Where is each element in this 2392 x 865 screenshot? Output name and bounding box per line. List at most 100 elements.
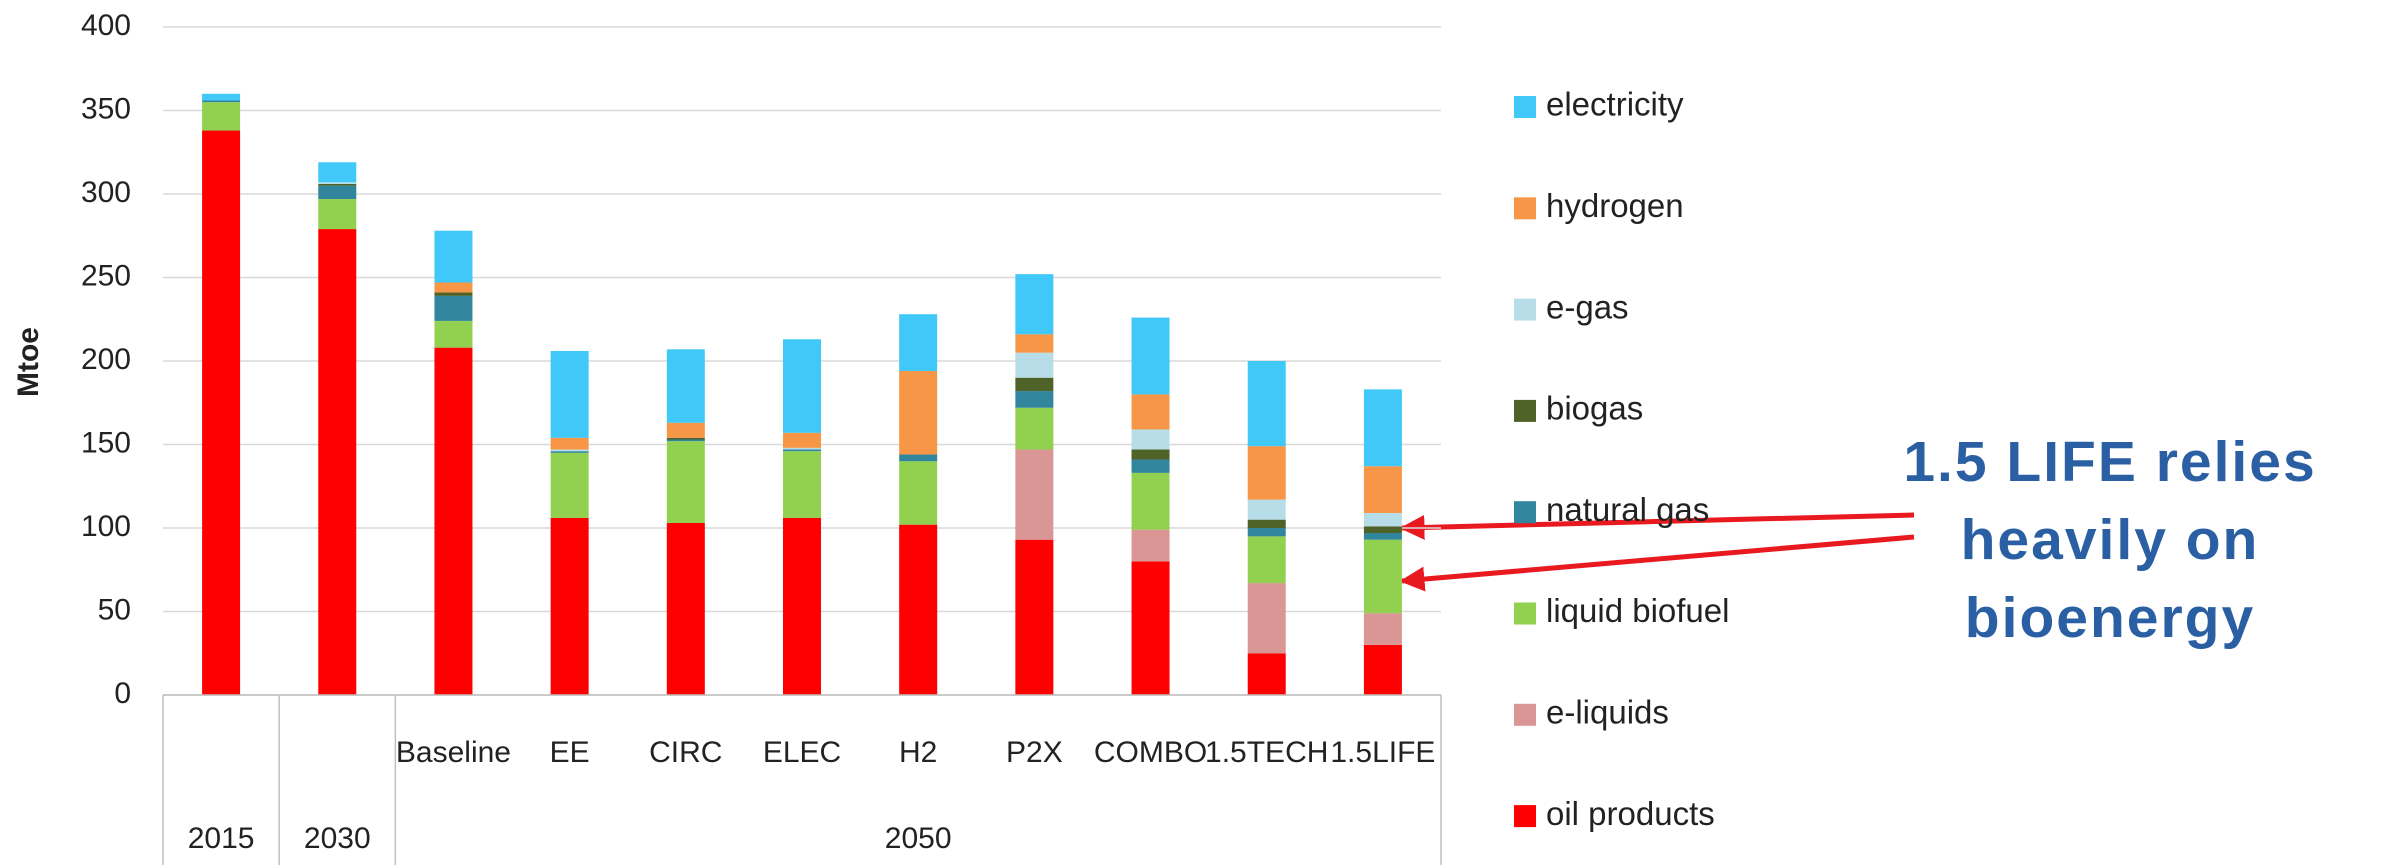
bar-segment [1247, 361, 1286, 447]
bar-segment [434, 295, 473, 321]
legend-swatch [1514, 501, 1536, 524]
legend-swatch [1514, 298, 1536, 321]
bar-segment [1247, 583, 1286, 654]
bar-segment [1131, 317, 1170, 395]
bar-segment [783, 447, 821, 450]
bar-segment [318, 229, 357, 695]
bar-segment [899, 461, 938, 525]
bar-segment [318, 199, 357, 230]
legend-swatch [1514, 96, 1536, 118]
legend-label: natural gas [1546, 491, 1709, 528]
bar-segment [1131, 429, 1170, 450]
bar-segment [1247, 499, 1286, 520]
bar-segment [666, 441, 705, 523]
bar-segment [1131, 459, 1170, 473]
bar-segment [1247, 519, 1286, 528]
bar-segment [899, 371, 938, 455]
legend-label: electricity [1546, 86, 1684, 123]
x-tick-label: CIRC [649, 736, 722, 769]
bar-segment [1363, 539, 1402, 614]
bar-segment [1131, 561, 1170, 695]
y-tick-label: 350 [81, 92, 131, 125]
bar-segment [1015, 539, 1054, 695]
bar-segment [783, 517, 821, 695]
bar-segment [202, 100, 241, 103]
legend-swatch [1514, 399, 1536, 422]
group-label: 2030 [304, 822, 371, 855]
arrow [1399, 534, 1915, 592]
bar-segment [318, 162, 357, 183]
bar-segment [1015, 352, 1054, 378]
legend-label: liquid biofuel [1546, 592, 1729, 629]
x-tick-label: COMBO [1094, 736, 1207, 769]
legend-label: hydrogen [1546, 187, 1684, 224]
bar-segment [1363, 526, 1402, 534]
bar-segment [318, 185, 357, 200]
bar-segment [202, 130, 241, 696]
bar-segment [550, 350, 589, 438]
bar-segment [666, 422, 705, 438]
x-tick-label: H2 [899, 736, 937, 769]
arrow [1399, 512, 1915, 540]
bar-segment [1247, 536, 1286, 584]
legend-label: e-gas [1546, 288, 1629, 325]
y-tick-label: 200 [81, 343, 131, 376]
bar-segment [1015, 407, 1054, 450]
bar-segment [666, 349, 705, 423]
bar-segment [1015, 334, 1054, 353]
x-tick-label: 1.5TECH [1205, 736, 1328, 769]
annotation: 1.5 LIFE relies [1903, 430, 2316, 494]
bar-segment [666, 522, 705, 695]
bar-segment [202, 102, 241, 131]
legend-swatch [1514, 703, 1536, 726]
bar-segment [783, 449, 821, 452]
x-tick-label: Baseline [396, 736, 511, 769]
bar-segment [1363, 644, 1402, 695]
bar-segment [202, 93, 241, 101]
bar-segment [783, 451, 821, 518]
bar-segment [666, 437, 705, 440]
bar-segment [318, 183, 357, 186]
bar-segment [666, 439, 705, 442]
x-tick-label: P2X [1006, 736, 1063, 769]
legend-label: oil products [1546, 795, 1715, 832]
bar-segment [783, 432, 821, 448]
bar-segment [318, 182, 357, 184]
bar-segment [1247, 446, 1286, 500]
bar-segment [1363, 512, 1402, 527]
bar-segment [1247, 653, 1286, 695]
legend-swatch [1514, 602, 1536, 625]
y-tick-label: 400 [81, 9, 131, 42]
bar-segment [434, 292, 473, 296]
bar-segment [1131, 472, 1170, 530]
bar-segment [1131, 529, 1170, 562]
bar-segment [1247, 528, 1286, 537]
legend-swatch [1514, 805, 1536, 828]
legend-label: e-liquids [1546, 694, 1669, 731]
bar-segment [1363, 613, 1402, 645]
bar-segment [899, 524, 938, 695]
bar-segment [1363, 389, 1402, 467]
bar-segment [550, 451, 589, 453]
bar-segment [899, 454, 938, 462]
y-axis-label: Mtoe [12, 327, 45, 397]
y-tick-label: 300 [81, 176, 131, 209]
bar-segment [550, 437, 589, 450]
bar-segment [1015, 274, 1054, 335]
y-tick-label: 50 [98, 593, 131, 626]
bar-segment [550, 452, 589, 518]
annotation: bioenergy [1965, 586, 2255, 650]
x-tick-label: ELEC [763, 736, 841, 769]
y-tick-label: 150 [81, 426, 131, 459]
y-tick-label: 0 [114, 677, 131, 710]
x-tick-label: EE [550, 736, 590, 769]
bar-segment [434, 230, 473, 283]
bar-segment [1363, 533, 1402, 540]
bar-segment [783, 339, 821, 433]
bar-segment [434, 347, 473, 695]
x-tick-label: 1.5LIFE [1330, 736, 1435, 769]
bar-segment [1015, 377, 1054, 392]
bar-segment [1131, 394, 1170, 430]
annotation: heavily on [1961, 508, 2260, 572]
